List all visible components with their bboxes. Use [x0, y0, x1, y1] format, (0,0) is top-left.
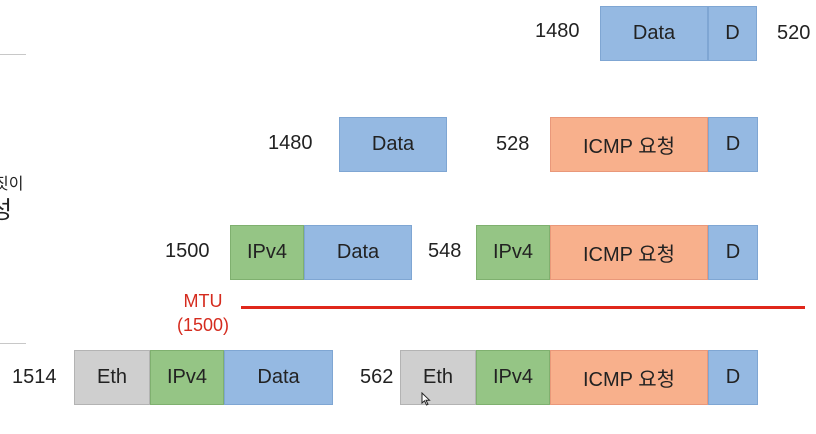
row3-data-box: Data — [304, 225, 412, 280]
row3-icmp-box: ICMP 요청 — [550, 225, 708, 280]
row3-icmp-ipv4-box: IPv4 — [476, 225, 550, 280]
mtu-label: MTU (1500) — [168, 289, 238, 337]
row1-d-box: D — [708, 6, 757, 61]
row1-left-size: 1480 — [535, 20, 580, 42]
row1-right-size: 520 — [777, 22, 811, 44]
row2-data-box: Data — [339, 117, 447, 172]
row3-right-size: 548 — [428, 240, 462, 262]
row2-left-size: 1480 — [268, 132, 313, 154]
row4-left-size: 1514 — [12, 366, 57, 388]
row4-icmp-box: ICMP 요청 — [550, 350, 708, 405]
row3-ipv4-box: IPv4 — [230, 225, 304, 280]
mtu-line — [241, 306, 805, 309]
row4-eth-box: Eth — [74, 350, 150, 405]
mouse-pointer-icon — [421, 392, 431, 406]
partial-text-small: 짓이 — [0, 176, 24, 193]
separator-line-top — [0, 54, 26, 55]
row4-icmp-eth-box: Eth — [400, 350, 476, 405]
separator-line-bottom — [0, 343, 26, 344]
row2-d-box: D — [708, 117, 758, 172]
row4-d-box: D — [708, 350, 758, 405]
row1-data-box: Data — [600, 6, 708, 61]
mtu-value: (1500) — [176, 315, 230, 335]
row3-d-box: D — [708, 225, 758, 280]
row2-right-size: 528 — [496, 133, 530, 155]
row3-left-size: 1500 — [165, 240, 210, 262]
row4-icmp-ipv4-box: IPv4 — [476, 350, 550, 405]
row4-data-box: Data — [224, 350, 333, 405]
mtu-title: MTU — [183, 291, 223, 311]
row2-icmp-box: ICMP 요청 — [550, 117, 708, 172]
row4-ipv4-box: IPv4 — [150, 350, 224, 405]
row4-right-size: 562 — [360, 366, 394, 388]
partial-text-large: 성 — [0, 197, 13, 224]
